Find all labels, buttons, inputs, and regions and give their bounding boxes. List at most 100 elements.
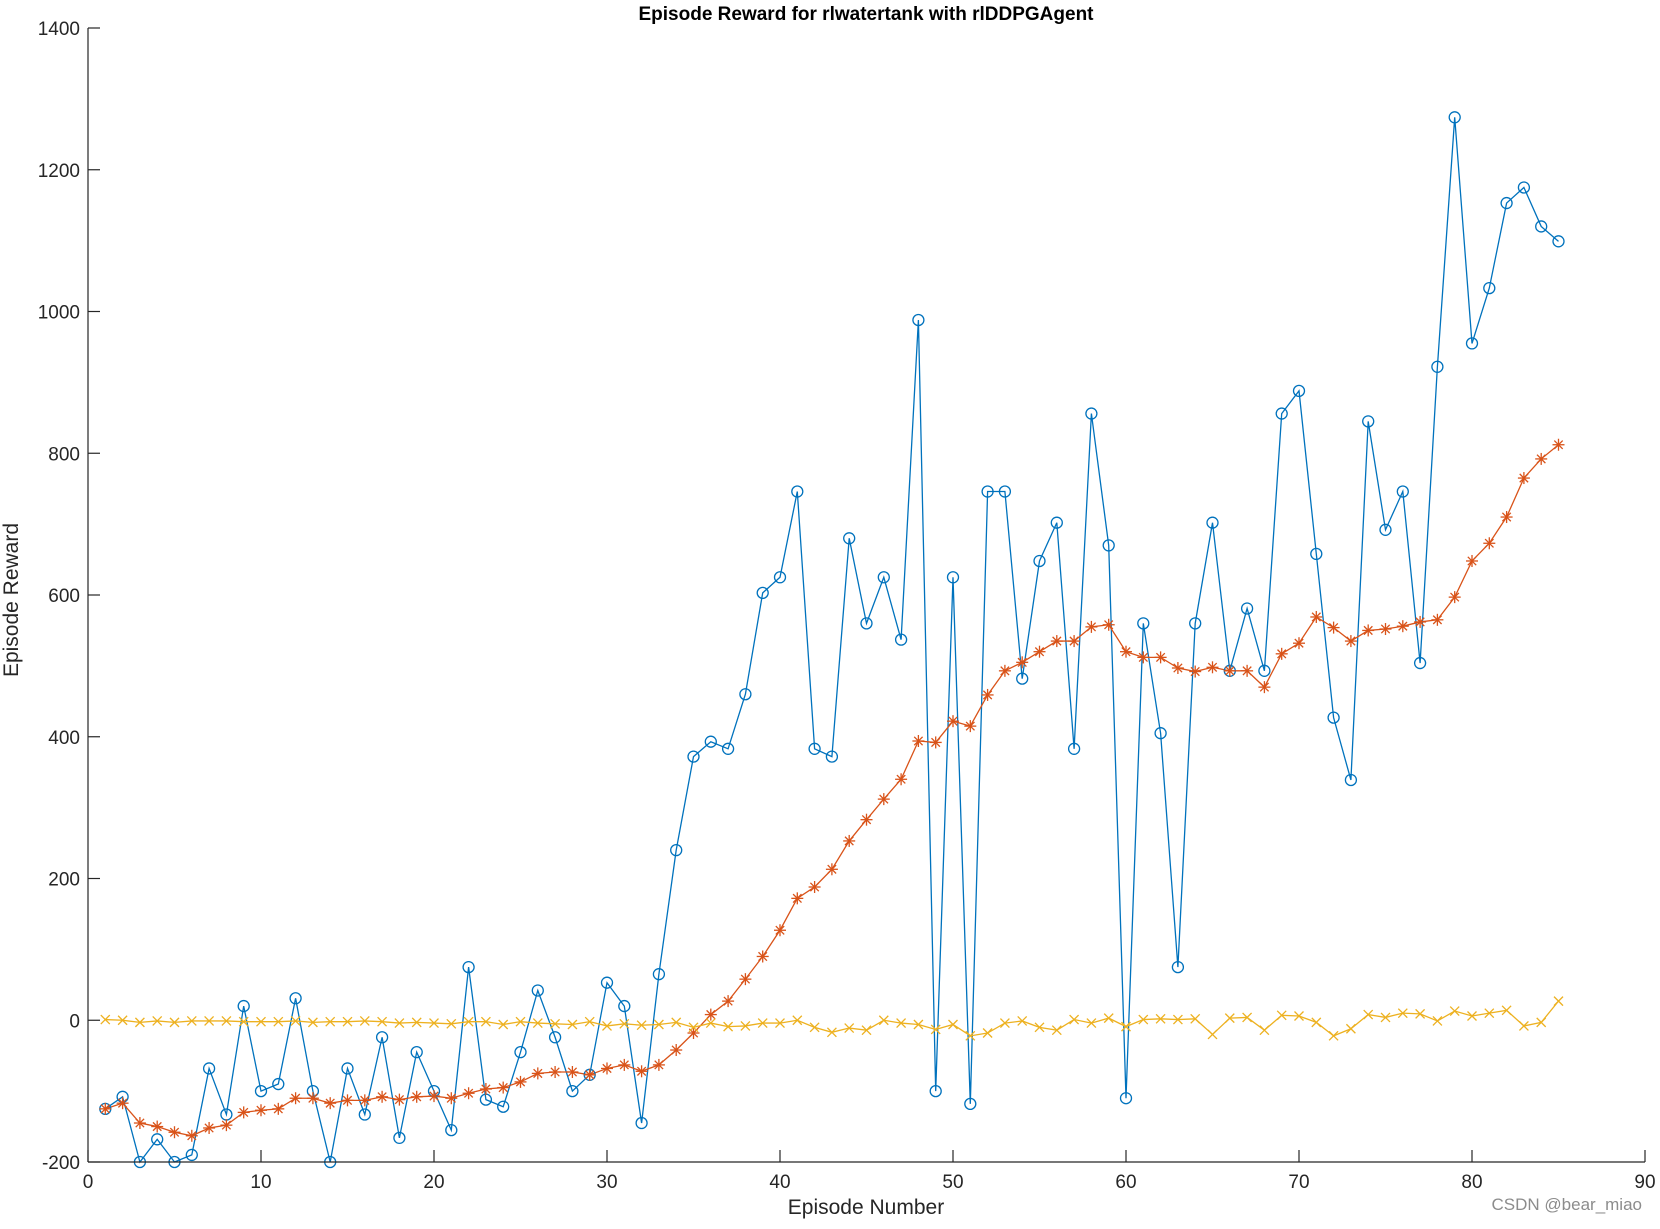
series-3-point xyxy=(896,1018,907,1029)
series-2-point xyxy=(1154,651,1167,664)
series-3-point xyxy=(775,1018,785,1029)
series-3-point xyxy=(1051,1025,1062,1036)
series-2-point xyxy=(877,793,890,806)
series-1-point xyxy=(1500,196,1513,210)
series-3-point xyxy=(1086,1018,1097,1029)
series-2-point xyxy=(1206,661,1219,674)
plot-markers xyxy=(99,111,1565,1169)
series-3-point xyxy=(463,1016,474,1027)
series-1-line xyxy=(104,117,1559,1164)
series-2-point xyxy=(462,1087,475,1100)
series-2-point xyxy=(791,892,804,905)
series-2-point xyxy=(687,1027,700,1040)
series-1-point xyxy=(410,1045,423,1059)
series-1-point xyxy=(912,313,925,327)
series-3-point xyxy=(238,1016,249,1027)
series-1-point xyxy=(289,992,302,1005)
series-1-point xyxy=(877,571,890,584)
series-2-point xyxy=(479,1082,492,1095)
series-3-point xyxy=(169,1017,180,1028)
series-3-point xyxy=(100,1014,111,1025)
series-2-point xyxy=(306,1092,319,1105)
series-1-point xyxy=(894,633,908,646)
series-1-point xyxy=(756,586,769,600)
series-1-point xyxy=(1431,360,1444,373)
series-1-point xyxy=(600,976,614,989)
series-1-point xyxy=(1016,672,1029,685)
series-1-point xyxy=(946,571,960,584)
series-3-point xyxy=(619,1018,630,1029)
series-2-point xyxy=(133,1117,146,1130)
y-tick-label: 600 xyxy=(48,586,80,607)
series-3-point xyxy=(1536,1017,1547,1028)
series-3-point xyxy=(532,1018,543,1029)
series-2-point xyxy=(739,973,752,986)
series-2-point xyxy=(497,1081,510,1094)
series-3-point xyxy=(913,1019,924,1030)
series-1-point xyxy=(151,1133,164,1146)
series-2-point xyxy=(670,1044,683,1057)
series-2-point xyxy=(1483,537,1496,550)
series-2-point xyxy=(99,1102,112,1115)
series-2-point xyxy=(1396,620,1409,633)
series-3-point xyxy=(1069,1014,1080,1025)
series-3-point xyxy=(1467,1011,1477,1021)
series-2-point xyxy=(341,1094,354,1107)
series-2-point xyxy=(1466,554,1478,567)
series-3-point xyxy=(134,1017,145,1028)
series-2-point xyxy=(1310,610,1323,623)
series-3-point xyxy=(999,1018,1010,1029)
series-3-point xyxy=(1224,1013,1235,1024)
series-1-point xyxy=(1362,415,1375,428)
series-1-point xyxy=(1258,664,1271,677)
series-1-point xyxy=(1137,617,1150,630)
chart-title: Episode Reward for rlwatertank with rlDD… xyxy=(638,4,1094,25)
series-2-point xyxy=(116,1097,129,1110)
series-2-point xyxy=(1275,647,1288,660)
y-tick-label: 1000 xyxy=(38,303,80,324)
series-3-point xyxy=(567,1019,578,1030)
series-2-point xyxy=(704,1008,717,1021)
series-3-point xyxy=(221,1015,232,1026)
axes: 0 10 20 30 40 50 60 70 80 90-20002004006008001000… xyxy=(38,19,1656,1193)
series-2-point xyxy=(358,1094,371,1107)
series-1-point xyxy=(185,1148,198,1162)
series-2-point xyxy=(722,995,735,1008)
series-2-point xyxy=(1344,635,1357,648)
x-tick-label: 70 xyxy=(1288,1172,1309,1193)
series-1-point xyxy=(548,1031,562,1044)
y-axis-label: Episode Reward xyxy=(0,523,23,677)
series-1-point xyxy=(635,1116,648,1130)
series-1-point xyxy=(791,485,804,498)
series-2-point xyxy=(255,1104,267,1117)
series-3-point xyxy=(602,1020,612,1031)
series-3-point xyxy=(1242,1012,1253,1023)
y-tick-label: 0 xyxy=(69,1011,80,1032)
series-3-point xyxy=(878,1015,889,1026)
series-3-point xyxy=(930,1024,941,1035)
series-3-point xyxy=(1172,1014,1183,1025)
series-3-point xyxy=(723,1021,734,1032)
series-2-point xyxy=(1414,615,1427,628)
series-2-point xyxy=(203,1121,216,1134)
series-2-point xyxy=(185,1129,198,1142)
series-3-point xyxy=(480,1016,491,1027)
series-1-point xyxy=(721,742,735,755)
series-3-point xyxy=(446,1018,457,1029)
series-2-point xyxy=(428,1090,440,1103)
series-3-point xyxy=(498,1019,509,1030)
series-1-point xyxy=(1396,485,1409,498)
series-3-point xyxy=(1155,1013,1166,1024)
series-3-point xyxy=(394,1018,405,1029)
series-3-line xyxy=(105,1000,1560,1037)
series-1-point xyxy=(773,571,787,584)
series-2-point xyxy=(895,773,908,786)
series-3-point xyxy=(948,1019,958,1030)
series-3-point xyxy=(290,1015,301,1026)
series-1-point xyxy=(237,999,250,1013)
series-2-point xyxy=(1517,472,1530,485)
series-3-point xyxy=(671,1017,682,1028)
series-2-point xyxy=(514,1075,527,1088)
series-1-point xyxy=(1448,111,1461,124)
series-3-point xyxy=(982,1028,993,1038)
